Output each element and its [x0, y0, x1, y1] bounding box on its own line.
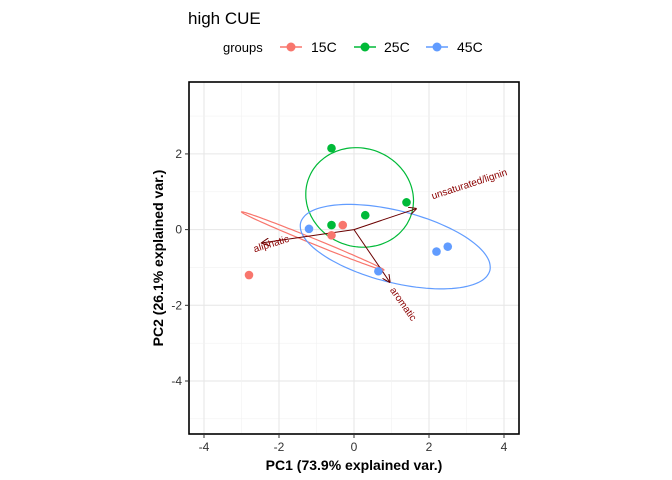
legend-dot-15c	[286, 42, 296, 52]
point-15c	[244, 270, 254, 280]
x-tick-label: 4	[501, 440, 508, 454]
x-tick-label: 0	[351, 440, 358, 454]
point-15c	[327, 230, 336, 240]
point-15c	[338, 220, 348, 230]
arrow-label: unsaturated/lignin	[430, 167, 508, 202]
ellipse-45c	[299, 203, 491, 290]
y-tick-label: -4	[171, 374, 182, 388]
x-tick-label: -4	[199, 440, 210, 454]
ellipse-15c	[240, 211, 385, 271]
arrow-labels: unsaturated/lignin aliphatic aromatic	[252, 167, 508, 323]
x-tick-label: 2	[426, 440, 433, 454]
legend-item-45c: 45C	[426, 39, 483, 55]
y-axis-title: PC2 (26.1% explained var.)	[150, 170, 166, 347]
legend: groups 15C 25C 45C	[223, 39, 483, 55]
legend-label-45c: 45C	[457, 39, 483, 55]
y-tick-label: -2	[171, 298, 182, 312]
y-tick-label: 2	[175, 147, 182, 161]
legend-label-25c: 25C	[384, 39, 410, 55]
arrow-unsaturated-lignin	[353, 209, 416, 231]
arrow-aliphatic	[262, 229, 355, 243]
axis-ticks: -4 -2 0 2 4 -4 -2 0 2	[171, 147, 507, 454]
x-axis-title: PC1 (73.9% explained var.)	[266, 457, 443, 473]
point-45c	[304, 224, 314, 234]
ellipse-25c	[305, 147, 415, 248]
point-25c	[327, 143, 336, 153]
point-25c	[402, 198, 411, 207]
point-25c	[360, 210, 370, 220]
y-tick-label: 0	[175, 223, 182, 237]
data-points	[244, 143, 453, 280]
x-tick-label: -2	[274, 440, 285, 454]
grid	[189, 82, 519, 434]
point-25c	[327, 220, 336, 230]
chart-title: high CUE	[188, 9, 261, 28]
point-45c	[374, 266, 383, 276]
point-45c	[432, 247, 441, 256]
confidence-ellipses	[240, 147, 491, 290]
arrow-aromatic	[353, 229, 390, 282]
legend-item-25c: 25C	[354, 39, 410, 55]
arrow-label: aliphatic	[252, 234, 290, 255]
point-45c	[443, 242, 453, 251]
legend-dot-25c	[360, 42, 370, 52]
legend-item-15c: 15C	[280, 39, 337, 55]
loading-arrows	[262, 209, 416, 282]
legend-label-15c: 15C	[311, 39, 337, 55]
legend-dot-45c	[432, 42, 442, 52]
arrow-label: aromatic	[387, 286, 418, 324]
legend-title: groups	[223, 40, 263, 55]
